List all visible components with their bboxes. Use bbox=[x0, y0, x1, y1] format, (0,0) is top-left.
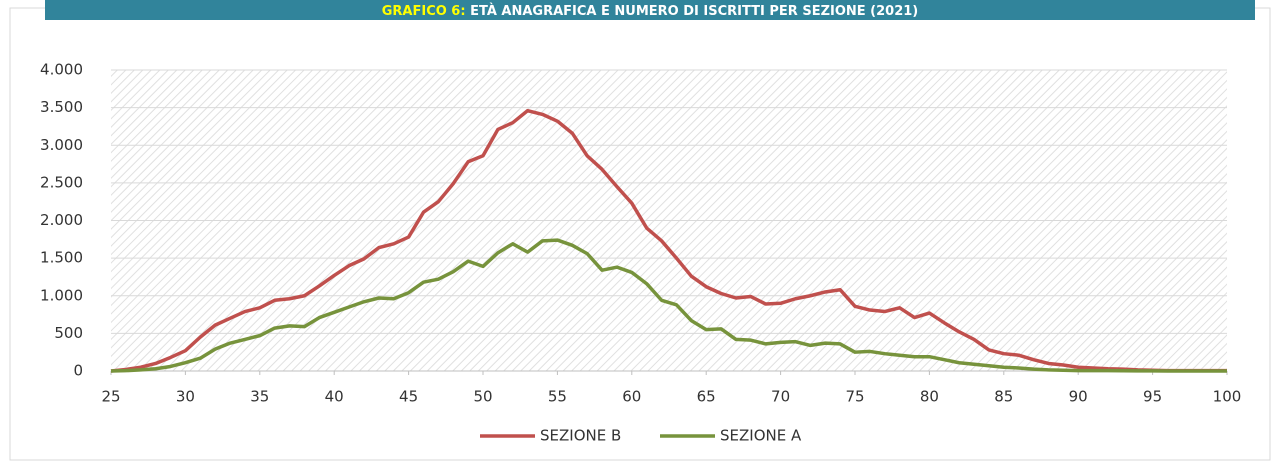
x-tick-label: 35 bbox=[250, 388, 269, 406]
series-line bbox=[110, 238, 1227, 373]
y-tick-label: 500 bbox=[54, 324, 83, 342]
x-tick-label: 50 bbox=[473, 388, 492, 406]
x-tick-label: 25 bbox=[101, 388, 120, 406]
y-tick-label: 3.500 bbox=[40, 98, 83, 116]
y-tick-label: 0 bbox=[73, 362, 83, 380]
x-tick-label: 40 bbox=[325, 388, 344, 406]
y-tick-label: 1.000 bbox=[40, 286, 83, 304]
x-tick-label: 100 bbox=[1213, 388, 1242, 406]
legend-label: SEZIONE B bbox=[540, 427, 621, 445]
x-tick-label: 85 bbox=[994, 388, 1013, 406]
y-tick-label: 3.000 bbox=[40, 136, 83, 154]
x-tick-label: 60 bbox=[622, 388, 641, 406]
y-tick-label: 2.000 bbox=[40, 211, 83, 229]
y-tick-label: 4.000 bbox=[40, 61, 83, 79]
y-tick-label: 2.500 bbox=[40, 173, 83, 191]
x-tick-label: 90 bbox=[1069, 388, 1088, 406]
y-tick-label: 1.500 bbox=[40, 249, 83, 267]
chart-title: GRAFICO 6: ETÀ ANAGRAFICA E NUMERO DI IS… bbox=[382, 3, 919, 19]
title-text: ETÀ ANAGRAFICA E NUMERO DI ISCRITTI PER … bbox=[470, 3, 918, 19]
title-label: GRAFICO 6: bbox=[382, 4, 466, 19]
x-tick-label: 75 bbox=[845, 388, 864, 406]
x-tick-label: 45 bbox=[399, 388, 418, 406]
x-tick-label: 30 bbox=[176, 388, 195, 406]
series-line bbox=[110, 108, 1227, 373]
x-tick-label: 70 bbox=[771, 388, 790, 406]
x-tick-label: 55 bbox=[548, 388, 567, 406]
x-tick-label: 95 bbox=[1143, 388, 1162, 406]
legend-label: SEZIONE A bbox=[720, 427, 802, 445]
title-bar bbox=[45, 0, 1255, 20]
x-tick-label: 65 bbox=[697, 388, 716, 406]
x-tick-label: 80 bbox=[920, 388, 939, 406]
